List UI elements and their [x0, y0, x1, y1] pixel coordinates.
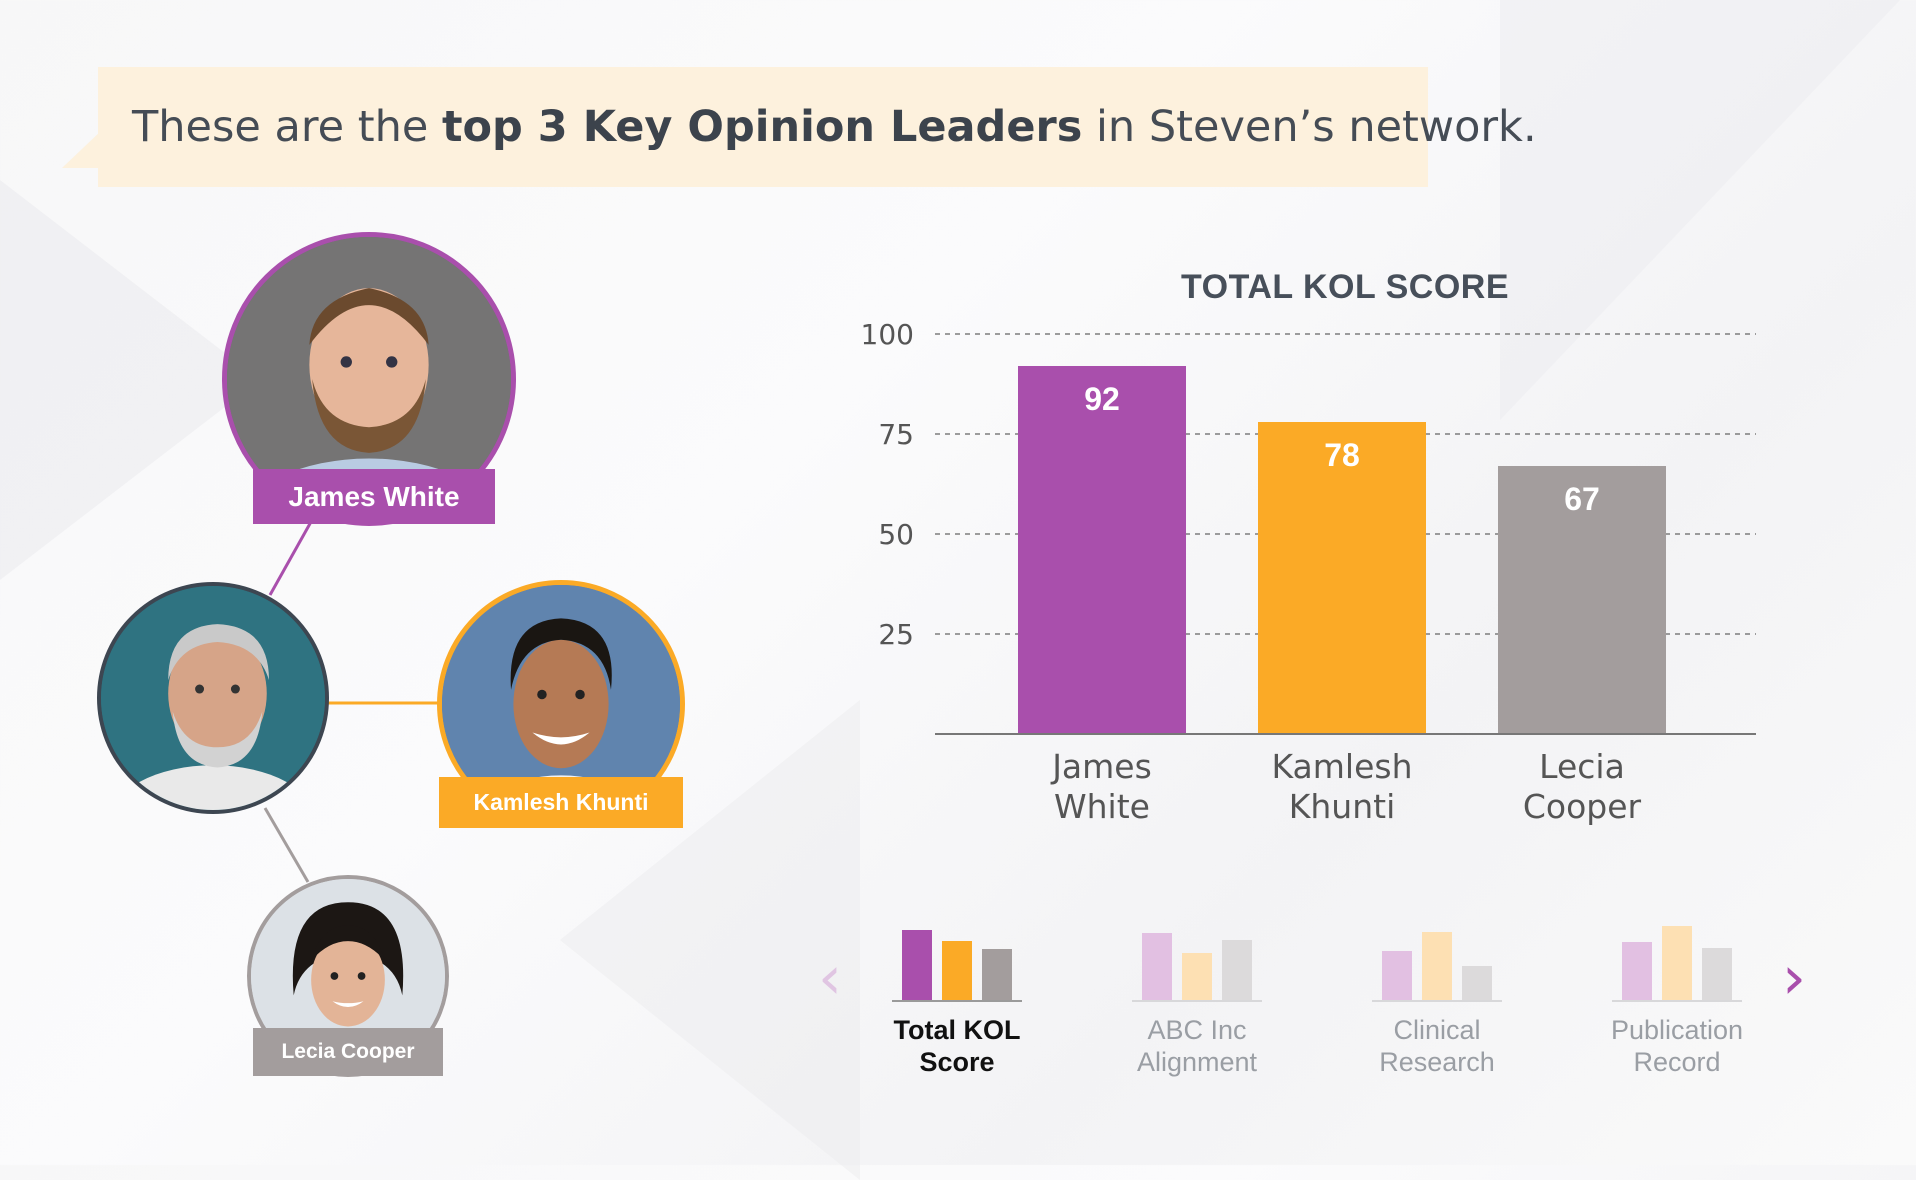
thumbnail-bars	[1612, 920, 1742, 1002]
bar-value-label: 67	[1564, 481, 1600, 517]
thumbnail-bar	[1382, 950, 1412, 1000]
bar-1	[1258, 422, 1426, 734]
chart-thumbnail[interactable]: Publication Record	[1592, 920, 1762, 1078]
name-label-kamlesh-khunti: Kamlesh Khunti	[439, 777, 683, 828]
next-chart-button[interactable]: ›	[1782, 948, 1806, 1008]
headline-text-end: in Steven’s network.	[1082, 102, 1537, 152]
thumbnail-bar	[1622, 942, 1652, 1000]
prev-chart-button[interactable]: ‹	[818, 948, 842, 1008]
background-shape	[1500, 0, 1900, 420]
x-category-label: Cooper	[1523, 787, 1642, 826]
headline-text-start: These are the	[132, 102, 442, 152]
banner-tail	[62, 130, 102, 168]
thumbnail-bar	[1422, 931, 1452, 1000]
thumbnail-bar	[902, 930, 932, 1000]
bar-value-label: 92	[1084, 381, 1120, 417]
thumbnail-bars	[1372, 920, 1502, 1002]
chevron-right-icon: ›	[1782, 943, 1806, 1013]
y-tick-label: 50	[878, 518, 914, 551]
y-tick-label: 100	[861, 318, 914, 351]
connector-james	[268, 519, 314, 596]
thumbnail-label: Total KOL Score	[893, 1015, 1021, 1077]
y-tick-label: 25	[878, 618, 914, 651]
chart-title: TOTAL KOL SCORE	[1180, 268, 1509, 306]
thumbnail-bar	[1182, 952, 1212, 1000]
avatar-steven[interactable]	[97, 582, 329, 814]
thumbnail-label: Clinical Research	[1379, 1015, 1495, 1077]
chart-thumbnail[interactable]: Clinical Research	[1352, 920, 1522, 1078]
thumbnail-bar	[1662, 925, 1692, 1000]
bar-value-label: 78	[1324, 437, 1360, 473]
thumbnail-bars	[892, 920, 1022, 1002]
thumbnail-bar	[982, 949, 1012, 1000]
chart-thumbnail[interactable]: Total KOL Score	[872, 920, 1042, 1078]
thumbnail-label: ABC Inc Alignment	[1136, 1015, 1258, 1077]
person-portrait-icon	[101, 586, 325, 810]
thumbnail-label: Publication Record	[1610, 1015, 1744, 1077]
bar-0	[1018, 366, 1186, 734]
x-category-label: Kamlesh	[1271, 747, 1412, 786]
thumbnail-bar	[942, 940, 972, 1000]
name-label-james-white: James White	[253, 469, 495, 524]
thumbnail-bar	[1142, 933, 1172, 1000]
name-label-lecia-cooper: Lecia Cooper	[253, 1028, 443, 1076]
thumbnail-bar	[1222, 939, 1252, 1000]
headline-banner: These are the top 3 Key Opinion Leaders …	[98, 67, 1537, 187]
x-category-label: Lecia	[1539, 747, 1625, 786]
x-category-label: White	[1054, 787, 1150, 826]
chart-thumbnail[interactable]: ABC Inc Alignment	[1112, 920, 1282, 1078]
x-category-label: Khunti	[1289, 787, 1396, 826]
thumbnail-bars	[1132, 920, 1262, 1002]
chevron-left-icon: ‹	[818, 943, 842, 1013]
y-tick-label: 75	[878, 418, 914, 451]
thumbnail-bar	[1702, 948, 1732, 1000]
headline-text-bold: top 3 Key Opinion Leaders	[441, 102, 1083, 152]
x-category-label: James	[1050, 747, 1152, 786]
connector-lecia	[263, 807, 310, 883]
background-shape	[0, 180, 260, 580]
bar-2	[1498, 466, 1666, 734]
thumbnail-bar	[1462, 965, 1492, 1000]
